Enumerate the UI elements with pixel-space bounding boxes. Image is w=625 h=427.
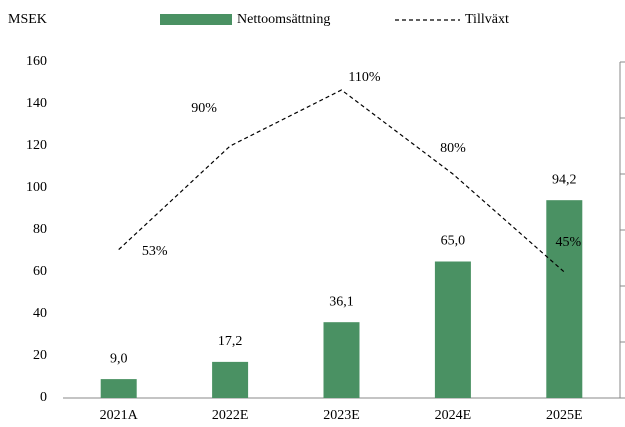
data-label: 94,2 bbox=[552, 172, 577, 187]
data-label: 36,1 bbox=[329, 294, 354, 309]
y-tick-label: 120 bbox=[26, 138, 47, 153]
bar bbox=[100, 379, 137, 398]
y-tick-label: 80 bbox=[33, 222, 47, 237]
data-label: 45% bbox=[555, 235, 581, 250]
y-tick-label: 40 bbox=[33, 306, 47, 321]
y-tick-label: 0 bbox=[40, 390, 47, 405]
data-label: 53% bbox=[142, 244, 168, 259]
data-label: 110% bbox=[348, 70, 380, 85]
x-tick-label: 2024E bbox=[435, 408, 472, 423]
x-tick-label: 2025E bbox=[546, 408, 583, 423]
bar bbox=[323, 322, 360, 398]
data-label: 9,0 bbox=[110, 351, 128, 366]
legend-label: Nettoomsättning bbox=[237, 12, 330, 27]
legend-swatch bbox=[160, 14, 232, 25]
growth-line bbox=[118, 89, 565, 273]
x-tick-label: 2022E bbox=[212, 408, 249, 423]
y-tick-label: 60 bbox=[33, 264, 47, 279]
data-label: 65,0 bbox=[441, 234, 466, 249]
data-label: 80% bbox=[440, 141, 466, 156]
x-tick-label: 2023E bbox=[323, 408, 360, 423]
bar bbox=[434, 261, 471, 398]
y-tick-label: 140 bbox=[26, 96, 47, 111]
y-axis-label: MSEK bbox=[8, 12, 47, 27]
x-tick-label: 2021A bbox=[100, 408, 139, 423]
y-tick-label: 100 bbox=[26, 180, 47, 195]
legend-label: Tillväxt bbox=[465, 12, 509, 27]
bar bbox=[212, 361, 249, 398]
data-label: 90% bbox=[191, 101, 217, 116]
data-label: 17,2 bbox=[218, 334, 243, 349]
bar bbox=[546, 200, 583, 398]
y-tick-label: 160 bbox=[26, 54, 47, 69]
y-tick-label: 20 bbox=[33, 348, 47, 363]
